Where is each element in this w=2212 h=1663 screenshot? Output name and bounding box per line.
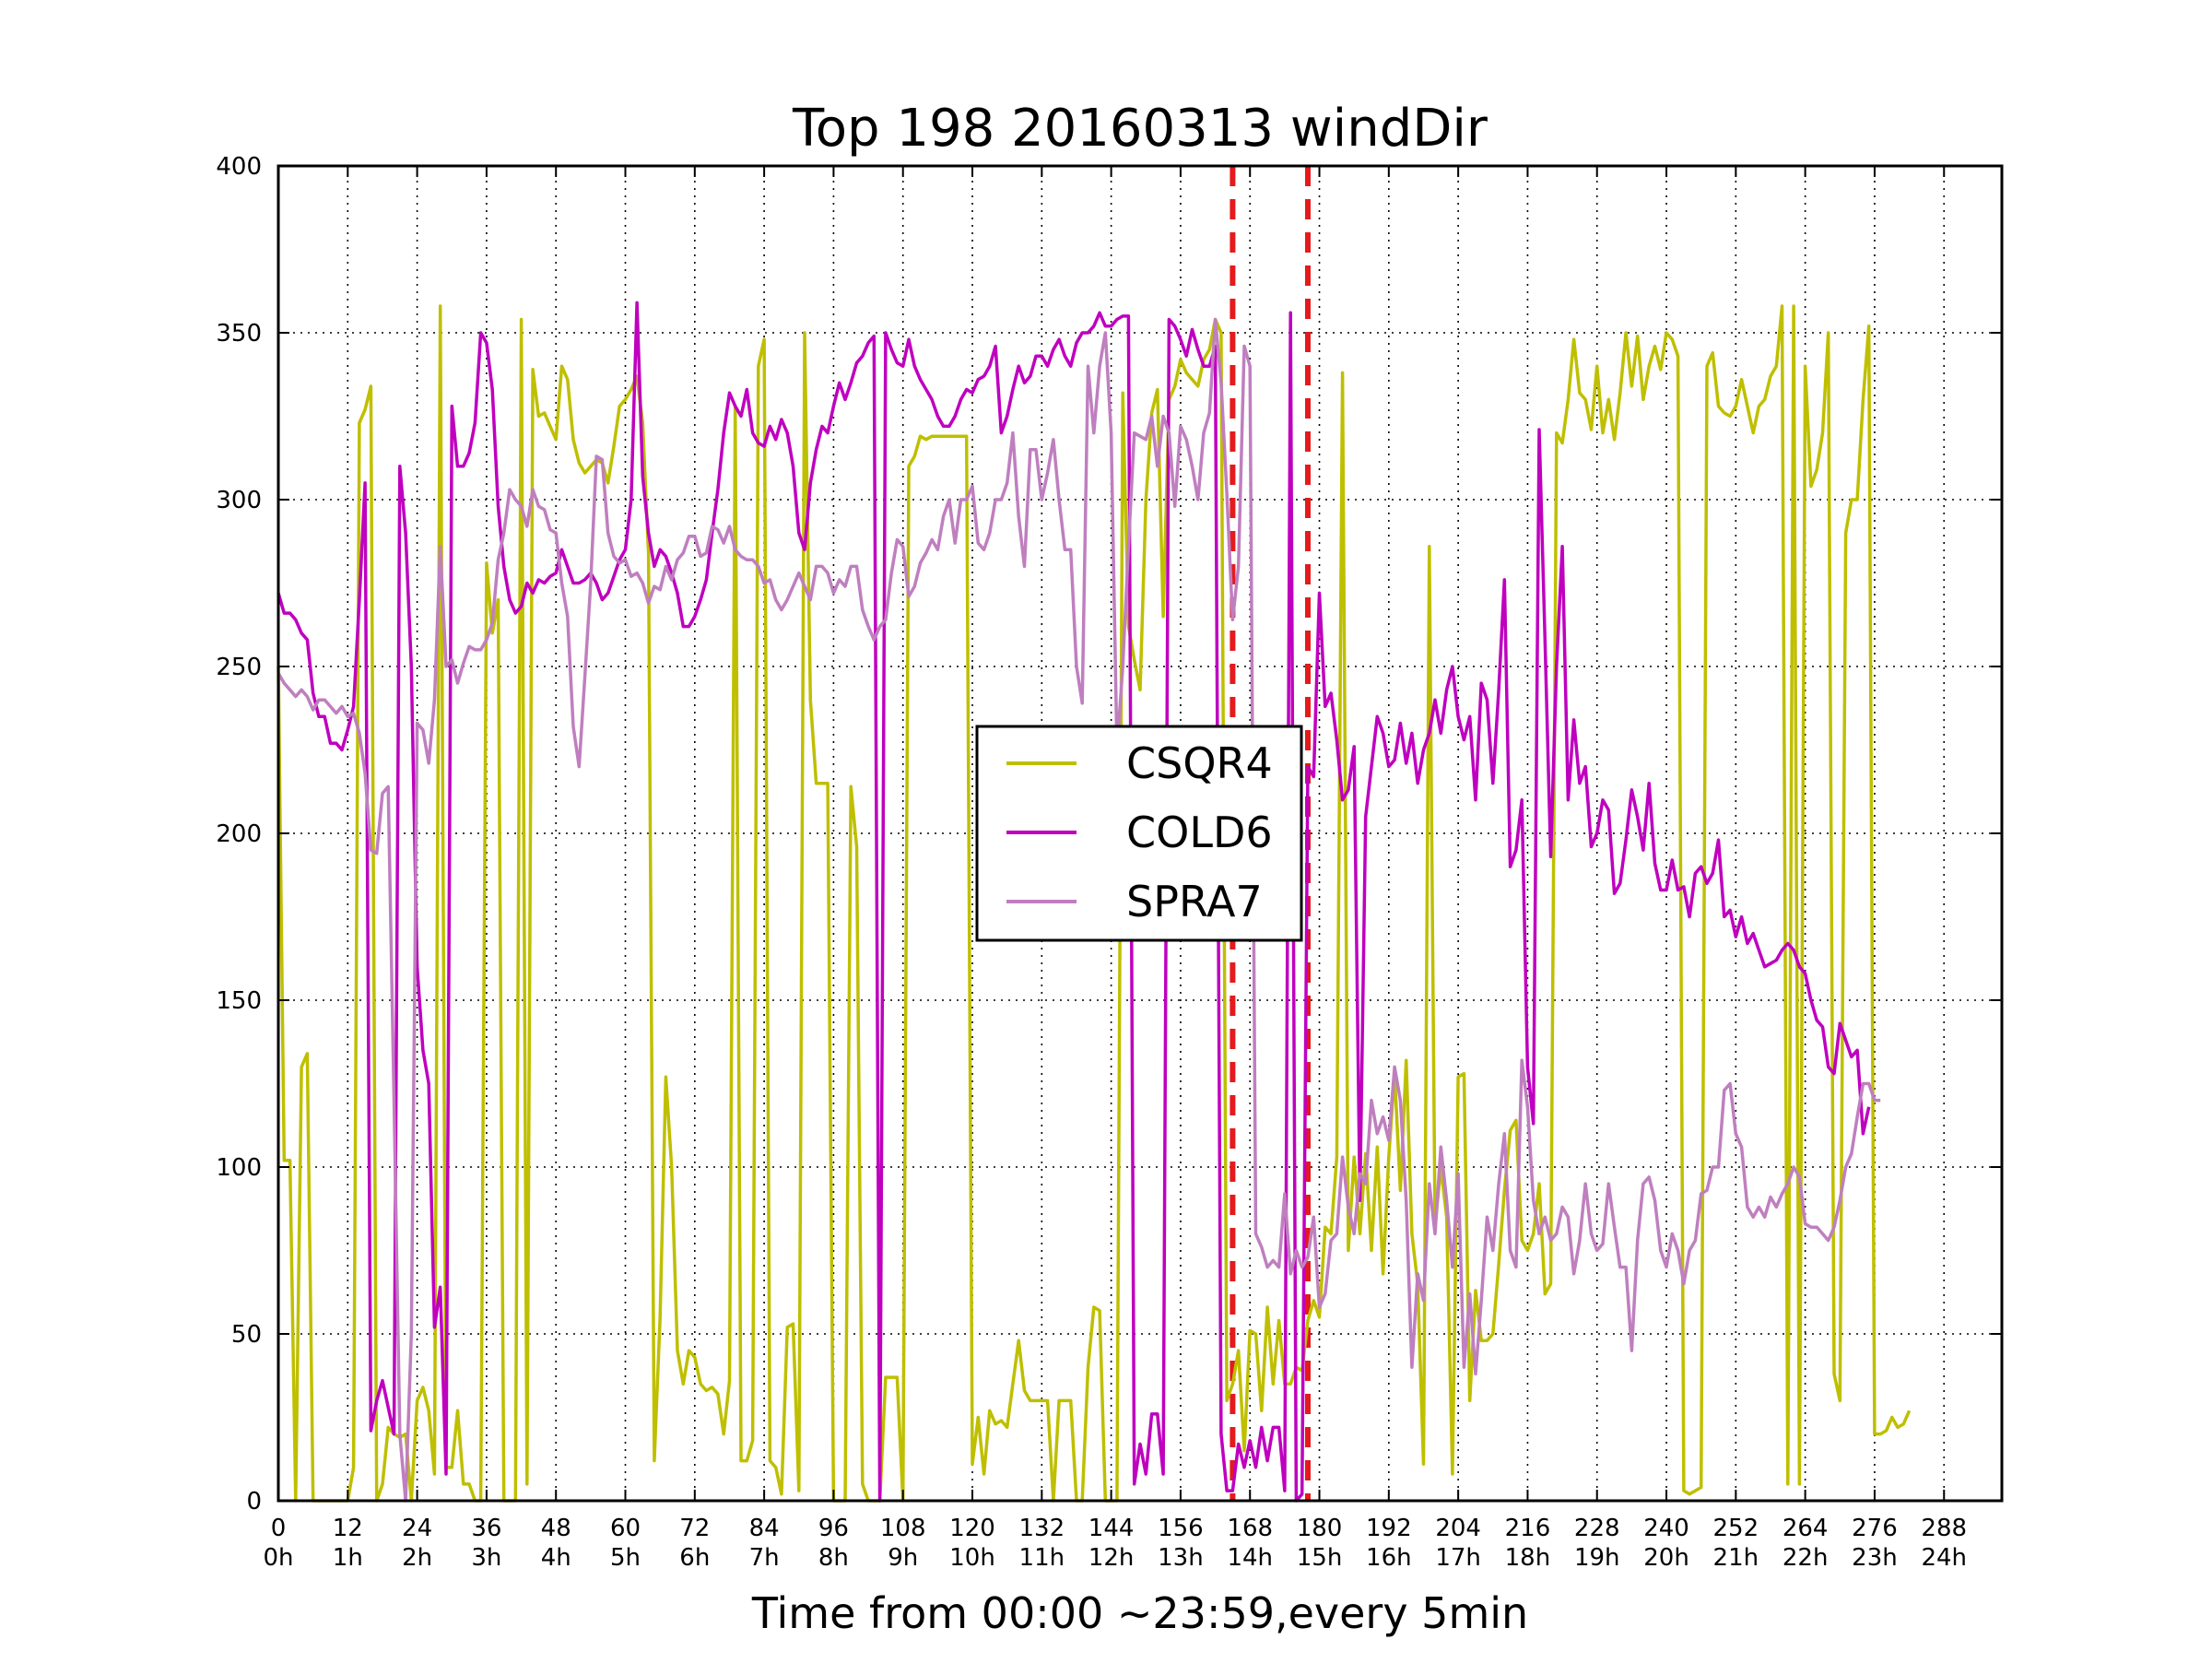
x-tick-hour-label: 8h	[818, 1544, 849, 1572]
x-tick-hour-label: 13h	[1158, 1544, 1204, 1572]
x-tick-label: 84	[749, 1515, 780, 1542]
x-tick-label: 60	[610, 1515, 641, 1542]
legend: CSQR4 COLD6 SPRA7	[975, 725, 1303, 942]
x-tick-label: 228	[1574, 1515, 1620, 1542]
y-tick-label: 250	[216, 654, 262, 681]
x-tick-label: 264	[1783, 1515, 1829, 1542]
x-tick-label: 36	[471, 1515, 501, 1542]
x-tick-hour-label: 1h	[333, 1544, 363, 1572]
y-tick-label: 300	[216, 487, 262, 514]
x-tick-hour-label: 17h	[1435, 1544, 1481, 1572]
x-tick-label: 168	[1227, 1515, 1273, 1542]
y-tick-label: 100	[216, 1154, 262, 1182]
series-line-spra7	[276, 317, 1881, 1503]
x-tick-hour-label: 18h	[1505, 1544, 1551, 1572]
x-tick-hour-label: 4h	[541, 1544, 571, 1572]
x-tick-label: 0	[271, 1515, 287, 1542]
chart-title: Top 198 20160313 windDir	[792, 99, 1488, 159]
x-tick-label: 240	[1643, 1515, 1689, 1542]
x-tick-hour-label: 22h	[1783, 1544, 1829, 1572]
x-axis-label: Time from 00:00 ~23:59,every 5min	[751, 1588, 1528, 1638]
legend-label: SPRA7	[1126, 877, 1263, 926]
x-tick-hour-label: 14h	[1227, 1544, 1273, 1572]
x-tick-hour-label: 12h	[1088, 1544, 1135, 1572]
x-tick-hour-label: 5h	[610, 1544, 641, 1572]
x-tick-hour-label: 23h	[1852, 1544, 1898, 1572]
x-tick-hour-label: 16h	[1366, 1544, 1412, 1572]
x-tick-label: 180	[1297, 1515, 1343, 1542]
x-tick-label: 144	[1088, 1515, 1135, 1542]
x-tick-label: 156	[1158, 1515, 1204, 1542]
x-tick-label: 120	[949, 1515, 995, 1542]
y-tick-label: 0	[246, 1488, 262, 1516]
x-tick-hour-label: 6h	[679, 1544, 710, 1572]
x-tick-hour-label: 0h	[263, 1544, 293, 1572]
x-tick-label: 192	[1366, 1515, 1412, 1542]
x-tick-label: 288	[1921, 1515, 1967, 1542]
x-tick-hour-label: 9h	[888, 1544, 918, 1572]
x-tick-label: 108	[880, 1515, 926, 1542]
y-tick-label: 150	[216, 987, 262, 1015]
x-tick-label: 72	[679, 1515, 710, 1542]
x-tick-label: 48	[541, 1515, 571, 1542]
series-line-cold6	[276, 301, 1871, 1503]
x-tick-hour-label: 2h	[402, 1544, 432, 1572]
y-tick-label: 350	[216, 320, 262, 348]
x-tick-hour-label: 7h	[749, 1544, 780, 1572]
x-tick-hour-label: 20h	[1643, 1544, 1689, 1572]
x-tick-hour-label: 19h	[1574, 1544, 1620, 1572]
x-tick-label: 276	[1852, 1515, 1898, 1542]
y-tick-label: 200	[216, 820, 262, 848]
x-tick-hour-label: 11h	[1019, 1544, 1065, 1572]
x-tick-label: 12	[333, 1515, 363, 1542]
x-tick-hour-label: 10h	[949, 1544, 995, 1572]
x-tick-label: 252	[1713, 1515, 1759, 1542]
x-tick-hour-label: 15h	[1297, 1544, 1343, 1572]
x-tick-label: 216	[1505, 1515, 1551, 1542]
x-tick-label: 204	[1435, 1515, 1481, 1542]
y-tick-label: 400	[216, 153, 262, 181]
x-tick-hour-label: 21h	[1713, 1544, 1759, 1572]
legend-label: COLD6	[1126, 808, 1273, 857]
x-tick-label: 24	[402, 1515, 432, 1542]
x-tick-hour-label: 3h	[471, 1544, 501, 1572]
x-tick-label: 132	[1019, 1515, 1065, 1542]
x-tick-hour-label: 24h	[1921, 1544, 1967, 1572]
y-tick-label: 50	[231, 1321, 262, 1349]
x-tick-label: 96	[818, 1515, 849, 1542]
legend-label: CSQR4	[1126, 738, 1273, 788]
